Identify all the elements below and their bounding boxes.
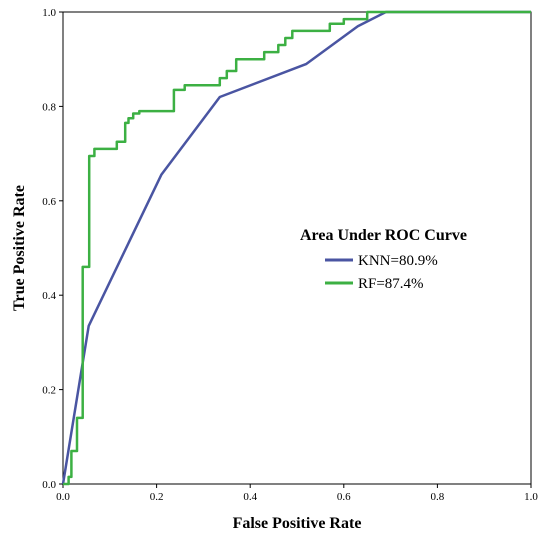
y-axis-ticks: 0.0 0.2 0.4 0.6 0.8 1.0 — [42, 7, 63, 491]
legend-title: Area Under ROC Curve — [300, 227, 467, 244]
x-axis-ticks: 0.0 0.2 0.4 0.6 0.8 1.0 — [56, 484, 538, 503]
y-tick-label: 0.2 — [42, 385, 56, 397]
x-tick-label: 1.0 — [524, 491, 538, 503]
y-tick-label: 0.4 — [42, 290, 56, 302]
y-tick-label: 1.0 — [42, 7, 56, 19]
y-tick-label: 0.0 — [42, 479, 56, 491]
plot-area — [62, 11, 532, 485]
y-axis-label: True Positive Rate — [11, 185, 28, 311]
x-tick-label: 0.8 — [431, 491, 445, 503]
legend-label-knn: KNN=80.9% — [358, 253, 438, 269]
series-lines — [61, 10, 531, 486]
y-tick-label: 0.6 — [42, 196, 56, 208]
legend-label-rf: RF=87.4% — [358, 276, 424, 292]
x-tick-label: 0.6 — [337, 491, 351, 503]
x-axis-label: False Positive Rate — [233, 515, 362, 532]
x-tick-label: 0.0 — [56, 491, 70, 503]
series-line-knn — [61, 10, 531, 485]
legend: Area Under ROC Curve KNN=80.9% RF=87.4% — [300, 227, 467, 292]
x-tick-label: 0.2 — [150, 491, 164, 503]
series-line-rf — [63, 10, 531, 486]
y-tick-label: 0.8 — [42, 101, 56, 113]
x-tick-label: 0.4 — [243, 491, 257, 503]
